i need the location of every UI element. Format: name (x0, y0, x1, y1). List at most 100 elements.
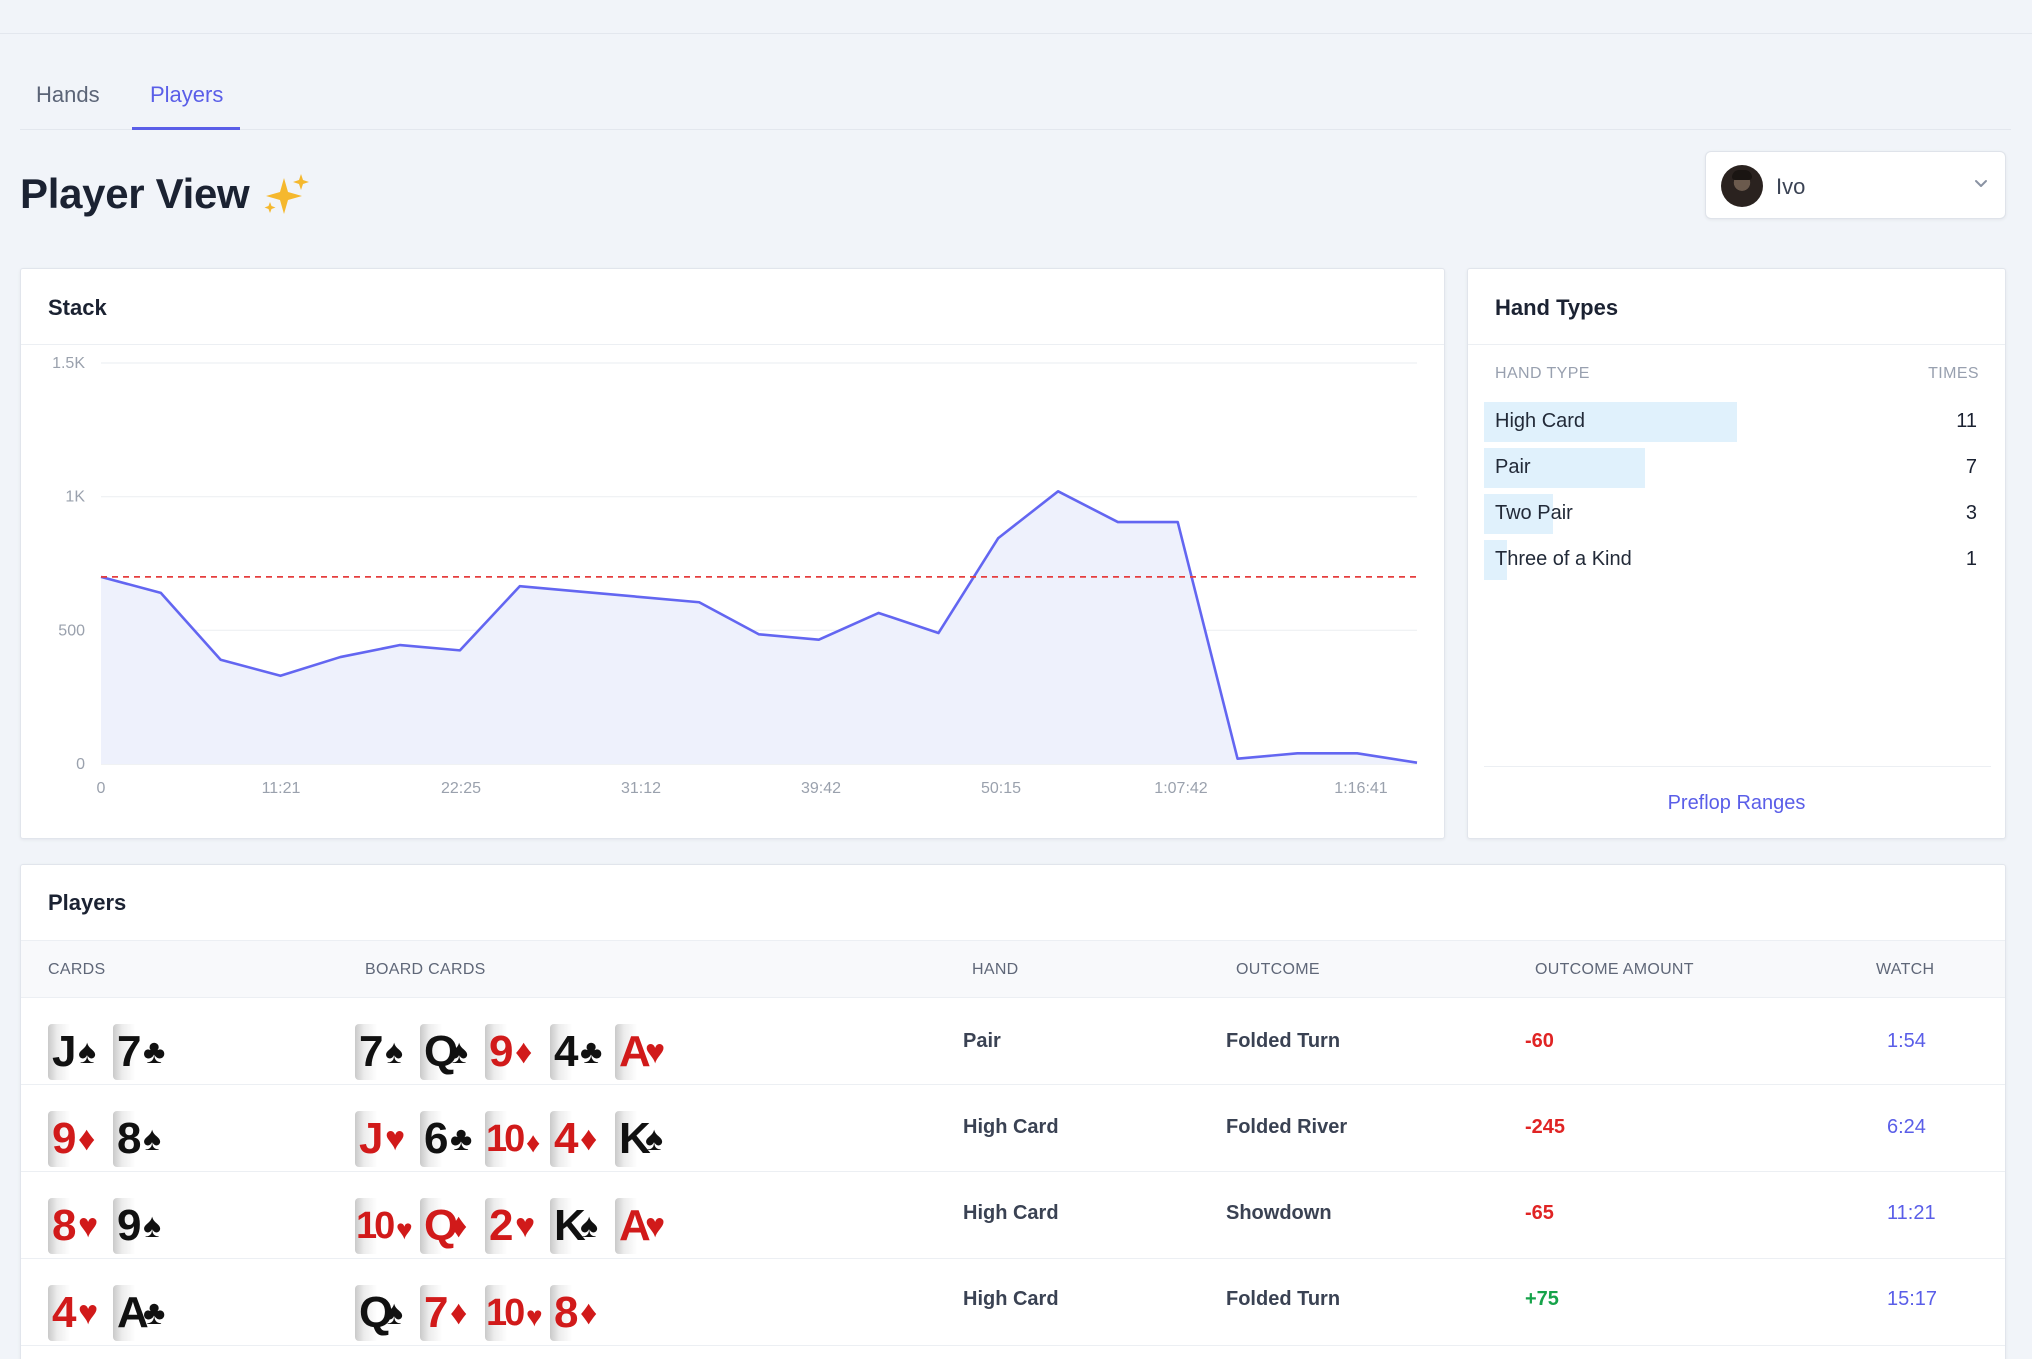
playing-card: 4 ♦ (550, 1111, 614, 1167)
y-tick-label: 0 (76, 756, 85, 773)
table-row: High Card Showdown -65 11:21 8 ♥ 9 ♠ 10 ♥ Q ♦ 2 ♥… (21, 1172, 2005, 1259)
card-rank: 8 (52, 1201, 77, 1250)
playing-card: K ♠ (615, 1111, 679, 1167)
outcome-amount-cell: -245 (1525, 1116, 1566, 1138)
view-tabs: Hands Players (20, 64, 2011, 130)
diamond-suit-icon: ♦ (580, 1294, 597, 1332)
top-bar (0, 0, 2032, 34)
hand-type-bar (1484, 494, 1553, 534)
player-select[interactable]: Ivo (1705, 151, 2006, 219)
diamond-suit-icon: ♦ (78, 1120, 95, 1158)
hand-cell: High Card (963, 1202, 1059, 1224)
spade-suit-icon: ♠ (385, 1294, 403, 1332)
heart-suit-icon: ♥ (526, 1301, 543, 1332)
column-header-board-cards: BOARD CARDS (365, 961, 486, 978)
card-rank: A (619, 1201, 651, 1250)
card-rank: 9 (52, 1114, 77, 1163)
diamond-suit-icon: ♦ (526, 1127, 540, 1158)
watch-link[interactable]: 15:17 (1887, 1288, 1938, 1310)
card-divider (1484, 766, 1991, 767)
stack-area (101, 491, 1417, 764)
heart-suit-icon: ♥ (645, 1207, 665, 1245)
card-rank: 10 (486, 1118, 525, 1160)
y-tick-label: 1K (65, 489, 85, 506)
spade-suit-icon: ♠ (143, 1207, 161, 1245)
hand-type-count: 3 (1965, 502, 1977, 524)
x-tick-label: 1:07:42 (1154, 780, 1207, 797)
card-rank: 7 (117, 1027, 142, 1076)
sparkles-icon (264, 174, 309, 214)
x-tick-label: 1:16:41 (1334, 780, 1387, 797)
playing-card: 6 ♣ (420, 1111, 484, 1167)
outcome-amount-cell: -65 (1525, 1202, 1554, 1224)
playing-card: 4 ♣ (550, 1024, 614, 1080)
column-header-watch: WATCH (1876, 961, 1935, 978)
preflop-ranges-link[interactable]: Preflop Ranges (1667, 792, 1806, 814)
club-suit-icon: ♣ (143, 1294, 165, 1332)
card-rank: 2 (489, 1201, 514, 1250)
heart-suit-icon: ♥ (396, 1214, 413, 1245)
diamond-suit-icon: ♦ (580, 1120, 597, 1158)
table-row: High Card Folded Turn +75 15:17 4 ♥ A ♣ Q ♠ 7 ♦… (21, 1259, 2005, 1346)
spade-suit-icon: ♠ (645, 1120, 663, 1158)
card-rank: 7 (359, 1027, 384, 1076)
watch-link[interactable]: 11:21 (1887, 1202, 1936, 1224)
card-rank: J (359, 1114, 384, 1163)
times-column-header: TIMES (1928, 365, 1979, 382)
playing-card: K ♠ (550, 1198, 614, 1254)
card-rank: J (52, 1027, 77, 1076)
playing-card: 7 ♠ (355, 1024, 419, 1080)
watch-link[interactable]: 6:24 (1887, 1116, 1926, 1138)
playing-card: 9 ♦ (48, 1111, 112, 1167)
selected-player: Ivo (1776, 174, 1806, 199)
playing-card: 10 ♦ (485, 1111, 549, 1167)
column-header-outcome: OUTCOME (1236, 961, 1320, 978)
watch-link[interactable]: 1:54 (1887, 1030, 1926, 1052)
card-rank: 4 (554, 1114, 579, 1163)
active-tab-indicator (132, 127, 240, 130)
playing-card: 4 ♥ (48, 1285, 112, 1341)
chevron-down-icon (1975, 180, 1987, 187)
x-tick-label: 31:12 (621, 780, 661, 797)
players-title: Players (48, 890, 127, 915)
spade-suit-icon: ♠ (580, 1207, 598, 1245)
playing-card: A ♣ (113, 1285, 177, 1341)
column-header-outcome-amount: OUTCOME AMOUNT (1535, 961, 1694, 978)
card-rank: 9 (489, 1027, 514, 1076)
playing-card: 8 ♥ (48, 1198, 112, 1254)
hand-type-bar (1484, 448, 1645, 488)
stack-chart: 0 500 1K 1.5K 0 11:21 22:25 31:12 39:42 50:15 1:07… (52, 355, 1418, 797)
x-tick-label: 22:25 (441, 780, 481, 797)
hand-type-label: Three of a Kind (1495, 548, 1632, 570)
avatar (1721, 165, 1763, 207)
outcome-cell: Folded Turn (1226, 1288, 1341, 1310)
column-header-cards: CARDS (48, 961, 106, 978)
hand-types-title: Hand Types (1495, 295, 1619, 320)
hand-cell: Pair (963, 1030, 1001, 1052)
spade-suit-icon: ♠ (143, 1120, 161, 1158)
tab-players[interactable]: Players (150, 82, 224, 107)
playing-card: 9 ♦ (485, 1024, 549, 1080)
card-divider (1468, 344, 2005, 345)
x-tick-label: 11:21 (262, 780, 301, 797)
table-row: High Card Folded River -245 6:24 9 ♦ 8 ♠ J ♥ 6… (21, 1085, 2005, 1172)
y-tick-label: 500 (58, 622, 85, 639)
outcome-cell: Folded Turn (1226, 1030, 1341, 1052)
hand-type-row: High Card 11 (1484, 402, 1984, 442)
hand-type-bar (1484, 540, 1507, 580)
card-rank: A (117, 1288, 149, 1337)
club-suit-icon: ♣ (143, 1033, 165, 1071)
playing-card: A ♥ (615, 1024, 679, 1080)
outcome-cell: Showdown (1226, 1202, 1332, 1224)
spade-suit-icon: ♠ (450, 1033, 468, 1071)
card-rank: K (619, 1114, 651, 1163)
hand-type-label: Pair (1495, 456, 1531, 478)
spade-suit-icon: ♠ (78, 1033, 96, 1071)
heart-suit-icon: ♥ (78, 1294, 98, 1332)
table-header (21, 940, 2005, 998)
card-divider (21, 344, 1444, 345)
card-rank: Q (424, 1201, 458, 1250)
hand-type-row: Three of a Kind 1 (1484, 540, 1984, 580)
hand-type-row: Two Pair 3 (1484, 494, 1984, 534)
tab-hands[interactable]: Hands (36, 82, 100, 107)
